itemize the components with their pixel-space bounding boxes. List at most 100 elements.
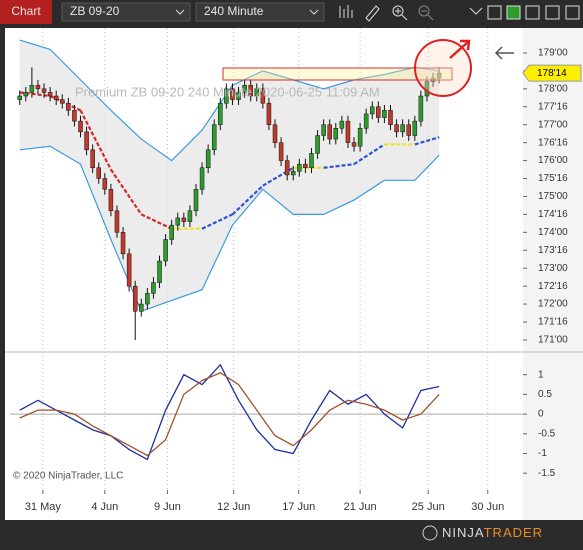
candle-body (412, 120, 418, 136)
osc-y-tick-label: -1 (538, 448, 547, 459)
x-tick-label: 12 Jun (217, 501, 250, 513)
candle-body (72, 110, 77, 122)
candle-body (29, 84, 35, 93)
zone-rectangle[interactable] (222, 67, 453, 81)
osc-y-tick-label: -0.5 (538, 428, 556, 439)
candle-body (114, 210, 120, 233)
y-tick-label: 176'16 (538, 137, 568, 148)
candle-body (230, 88, 235, 100)
candle-body (333, 128, 339, 140)
candle-body (66, 102, 71, 111)
candle-body (278, 142, 284, 161)
band-line (19, 145, 440, 313)
logo-mark (422, 525, 438, 541)
candle-body (218, 102, 223, 125)
logo-left: NINJA (442, 525, 484, 540)
candle-body (315, 135, 320, 154)
status-bar (0, 520, 583, 545)
y-tick-label: 175'16 (538, 173, 568, 184)
candle-body (388, 110, 393, 125)
candle-body (266, 102, 272, 125)
candle-body (376, 106, 381, 118)
candle-body (157, 260, 162, 283)
osc-y-tick-label: 0.5 (538, 389, 552, 400)
x-tick-label: 4 Jun (91, 501, 118, 513)
y-tick-label: 171'00 (538, 335, 568, 346)
candle-body (163, 239, 168, 262)
candle-body (272, 124, 278, 143)
back-arrow[interactable] (494, 46, 514, 60)
candle-body (41, 88, 47, 93)
ma-segment (353, 143, 386, 166)
candle-body (327, 124, 332, 140)
candle-body (260, 88, 266, 104)
osc-line (19, 363, 440, 461)
candle-body (248, 84, 253, 97)
y-tick-label: 171'16 (538, 317, 568, 328)
candle-body (151, 282, 156, 294)
candle-body (175, 217, 181, 226)
last-price-tag (522, 64, 582, 82)
candle-body (205, 149, 211, 169)
candle-body (382, 110, 387, 118)
instrument-select[interactable] (61, 2, 191, 22)
candle-body (297, 163, 302, 172)
ma-segment (323, 163, 355, 169)
highlight-arrow[interactable] (449, 39, 471, 59)
candle-body (363, 113, 369, 129)
candle-body (284, 160, 290, 176)
candle-body (345, 120, 351, 143)
y-tick-label: 177'00 (538, 119, 568, 130)
x-tick-label: 17 Jun (282, 501, 315, 513)
chart-tab[interactable] (0, 0, 52, 24)
candle-body (169, 224, 174, 240)
candle-body (35, 84, 41, 90)
candle-body (224, 88, 229, 104)
candle-body (290, 171, 296, 176)
candle-body (181, 217, 187, 222)
highlight-circle[interactable] (414, 39, 472, 97)
osc-y-tick-label: -1.5 (538, 468, 556, 479)
osc-y-tick-label: 0 (538, 409, 544, 420)
y-tick-label: 177'16 (538, 101, 568, 112)
y-tick-label: 174'16 (538, 209, 568, 220)
candle-body (139, 303, 144, 312)
candle-body (242, 84, 247, 93)
candle-body (102, 178, 108, 190)
candle-body (303, 163, 308, 169)
y-tick-label: 173'00 (538, 263, 568, 274)
candle-body (351, 142, 357, 147)
toolbar-icons[interactable] (339, 5, 580, 22)
candle-body (394, 124, 399, 133)
candle-body (370, 106, 375, 115)
x-tick-label: 31 May (25, 501, 62, 513)
candle-body (254, 88, 260, 97)
y-tick-label: 172'16 (538, 281, 568, 292)
candle-body (132, 285, 138, 312)
candle-body (309, 153, 314, 169)
interval-select[interactable] (195, 2, 325, 22)
candle-body (96, 167, 101, 179)
interval-label: 240 Minute (204, 4, 264, 18)
y-tick-label: 172'00 (538, 299, 568, 310)
ma-segment (414, 136, 440, 146)
instrument-label: ZB 09-20 (70, 4, 120, 18)
candle-body (145, 293, 150, 305)
y-tick-label: 175'00 (538, 191, 568, 202)
candle-body (406, 124, 411, 136)
y-tick-label: 178'00 (538, 83, 568, 94)
chart-watermark: Premium ZB 09-20 240 Minute 2020-06-25 1… (75, 84, 380, 99)
candle-body (436, 72, 442, 79)
candle-body (321, 124, 326, 136)
candle-body (357, 128, 363, 147)
dropdown-arrow (309, 9, 319, 15)
y-tick-label: 179'00 (538, 48, 568, 59)
candle-body (108, 189, 114, 212)
candle-body (84, 131, 89, 151)
ma-segment (79, 109, 112, 171)
osc-y-tick-label: 1 (538, 369, 544, 380)
price-axis-bg (523, 28, 583, 520)
candle-body (90, 149, 95, 169)
